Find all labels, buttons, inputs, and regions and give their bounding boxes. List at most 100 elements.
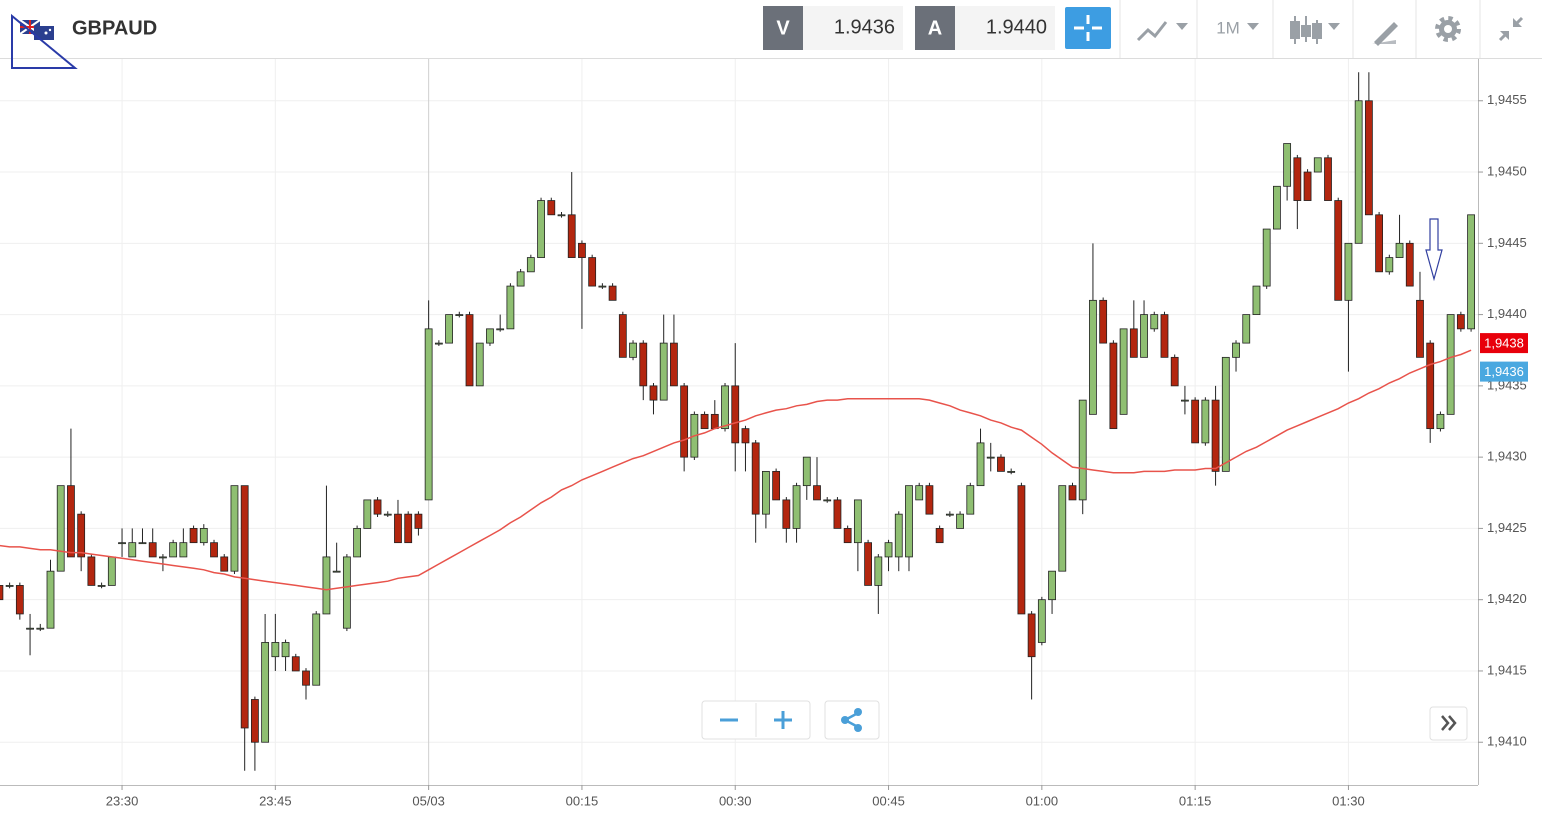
- candle-body: [1344, 242, 1353, 301]
- candle-body: [434, 342, 443, 345]
- candle-body: [230, 485, 239, 572]
- candle-body: [1119, 328, 1128, 415]
- candle-body: [281, 642, 290, 658]
- candle-body: [67, 485, 75, 558]
- candle-body: [77, 513, 86, 558]
- candle-body: [1293, 157, 1302, 201]
- candle-body: [36, 627, 45, 630]
- candle-body: [1201, 399, 1210, 444]
- candle-body: [956, 513, 964, 529]
- bid-tag: [763, 6, 803, 50]
- candle-body: [445, 314, 453, 344]
- candle-body: [516, 271, 525, 287]
- x-tick-label: 00:45: [872, 793, 905, 808]
- candle-body: [138, 542, 147, 545]
- candle-body: [1252, 285, 1261, 315]
- candle-body: [373, 499, 382, 515]
- price-marker: [1480, 361, 1528, 382]
- chart-type-button[interactable]: [1136, 21, 1188, 42]
- zoom-in-button[interactable]: [774, 711, 792, 729]
- candle-body: [731, 385, 740, 444]
- x-tick-label: 23:45: [259, 793, 292, 808]
- y-tick-label: 1,9450: [1487, 163, 1527, 178]
- candle-body: [0, 585, 4, 601]
- y-tick-label: 1,9415: [1487, 662, 1527, 677]
- candle-body: [721, 385, 729, 430]
- price-marker-label: 1,9436: [1484, 364, 1524, 379]
- price-marker-label: 1,9438: [1484, 336, 1524, 351]
- candle-body: [966, 485, 975, 515]
- candle-body: [762, 470, 770, 515]
- x-tick-label: 05/03: [412, 793, 445, 808]
- candle-body: [1354, 100, 1363, 244]
- candle-body: [496, 328, 505, 331]
- candle-body: [557, 214, 566, 217]
- candle-body: [506, 285, 515, 330]
- candle-body: [588, 257, 597, 287]
- candle-body: [1027, 613, 1036, 658]
- candle-body: [1283, 143, 1292, 187]
- candle-body: [1313, 157, 1322, 173]
- candle-body: [291, 656, 300, 672]
- y-tick-label: 1,9430: [1487, 449, 1527, 464]
- y-tick-label: 1,9420: [1487, 591, 1527, 606]
- candle-body: [159, 556, 167, 559]
- collapse-button[interactable]: [1498, 16, 1524, 42]
- candle-body: [455, 314, 464, 316]
- scroll-end-button[interactable]: [1429, 706, 1468, 741]
- candle-body: [935, 528, 944, 544]
- candle-body: [1436, 413, 1445, 430]
- candle-body: [608, 285, 617, 301]
- candle-body: [199, 528, 208, 544]
- candle-body: [925, 485, 934, 515]
- plot: 1,94101,94151,94201,94251,94301,94351,94…: [0, 58, 1527, 808]
- candle-body: [424, 328, 433, 501]
- candle-body: [1078, 399, 1087, 501]
- candle-body: [884, 542, 893, 558]
- candle-body: [475, 342, 484, 387]
- candle-body: [1160, 314, 1169, 358]
- timeframe-caret: [1247, 23, 1259, 30]
- candle-body: [342, 556, 351, 629]
- candle-body: [1324, 157, 1332, 201]
- candle-body: [741, 428, 750, 444]
- crosshair-button[interactable]: [1065, 7, 1111, 49]
- candle-body: [404, 513, 413, 544]
- symbol: GBPAUD: [72, 17, 157, 39]
- ask-box[interactable]: [955, 6, 1055, 50]
- candle-body: [1089, 299, 1097, 415]
- draw-button[interactable]: [1372, 22, 1398, 46]
- share-button[interactable]: [824, 700, 880, 740]
- candle-body: [986, 456, 995, 459]
- candle-body: [976, 442, 985, 487]
- candle-body: [1385, 257, 1394, 273]
- candle-body: [15, 585, 24, 615]
- timeframe-button[interactable]: 1M: [1216, 18, 1240, 37]
- candle-body: [383, 513, 392, 516]
- candle-body: [659, 342, 668, 401]
- candle-body: [1037, 599, 1046, 643]
- candle-body: [792, 485, 801, 529]
- candle-body: [128, 542, 137, 558]
- candle-body: [1129, 328, 1138, 358]
- x-tick-label: 00:30: [719, 793, 752, 808]
- bid-label: V: [776, 17, 790, 39]
- candle-body: [629, 342, 637, 358]
- candle-body: [414, 513, 423, 529]
- candle-type-button[interactable]: [1290, 16, 1340, 44]
- ask-label: A: [928, 17, 942, 39]
- candle-body: [179, 542, 188, 558]
- candle-body: [312, 613, 321, 686]
- candle-body: [1456, 314, 1465, 330]
- candle-body: [220, 556, 229, 572]
- candle-body: [1099, 299, 1108, 344]
- settings-button[interactable]: [1435, 16, 1461, 42]
- candle-body: [250, 699, 259, 743]
- candle-body: [1191, 399, 1200, 444]
- candle-body: [618, 314, 627, 358]
- candle-body: [1262, 228, 1271, 287]
- bid-box[interactable]: [803, 6, 903, 50]
- y-tick-label: 1,9425: [1487, 520, 1527, 535]
- candle-body: [680, 385, 689, 458]
